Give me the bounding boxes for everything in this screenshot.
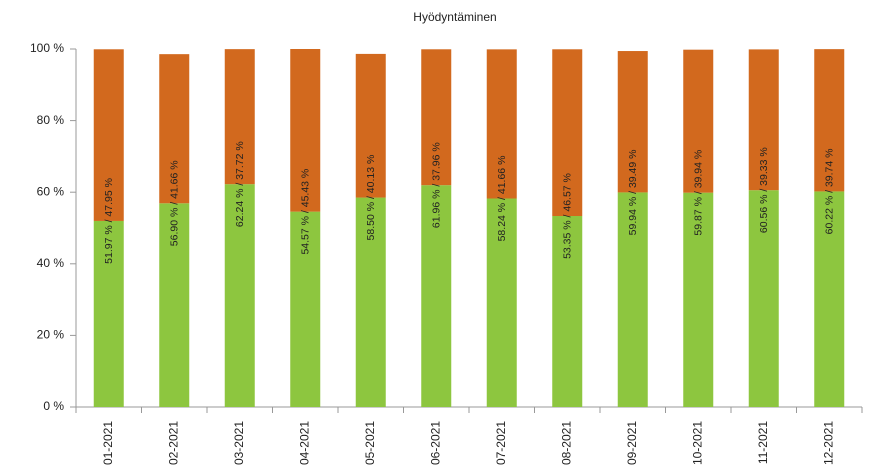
value-label-part: 39.94 %	[692, 150, 704, 189]
value-label-part: 60.22 %	[823, 196, 835, 235]
value-label-part: 60.56 %	[758, 195, 770, 234]
value-label-separator: /	[365, 193, 377, 202]
value-label-part: 47.95 %	[103, 178, 115, 217]
x-tick-label: 01-2021	[101, 421, 115, 465]
value-label: 59.94 % / 39.49 %	[627, 150, 639, 236]
bar-segment	[814, 49, 845, 192]
value-label-part: 56.90 %	[168, 208, 180, 247]
value-label-part: 40.13 %	[365, 155, 377, 194]
value-label-separator: /	[692, 188, 704, 197]
value-label-part: 39.49 %	[627, 150, 639, 189]
bar-segment	[355, 197, 386, 407]
value-label-separator: /	[561, 212, 573, 221]
bar-segment	[159, 54, 190, 204]
x-tick-label: 04-2021	[297, 421, 311, 465]
value-label-part: 59.94 %	[627, 197, 639, 236]
value-label-part: 58.24 %	[496, 203, 508, 242]
x-tick-label: 02-2021	[166, 421, 180, 465]
bar-segment	[683, 192, 714, 407]
y-tick-label: 20 %	[37, 328, 65, 342]
value-label-separator: /	[758, 186, 770, 195]
value-label-part: 54.57 %	[299, 216, 311, 255]
x-tick-label: 12-2021	[821, 421, 835, 465]
value-label-separator: /	[168, 199, 180, 208]
bar-segment	[486, 49, 517, 199]
value-label-separator: /	[234, 180, 246, 189]
value-label-separator: /	[823, 187, 835, 196]
value-label-part: 51.97 %	[103, 225, 115, 264]
value-label: 60.56 % / 39.33 %	[758, 147, 770, 233]
value-label: 60.22 % / 39.74 %	[823, 148, 835, 234]
bar-segment	[290, 49, 321, 212]
value-label-part: 61.96 %	[430, 190, 442, 229]
bar-segment	[617, 51, 648, 193]
bar-segment	[486, 198, 517, 407]
value-label: 53.35 % / 46.57 %	[561, 173, 573, 259]
value-label-separator: /	[103, 217, 115, 226]
x-tick-label: 07-2021	[494, 421, 508, 465]
value-label: 56.90 % / 41.66 %	[168, 160, 180, 246]
bar-segment	[552, 49, 583, 217]
chart-title: Hyödyntäminen	[413, 10, 496, 24]
value-label-part: 37.72 %	[234, 141, 246, 180]
value-label-part: 41.66 %	[496, 156, 508, 195]
bar-segment	[93, 49, 124, 221]
bar-segment	[290, 211, 321, 407]
value-label-separator: /	[430, 181, 442, 190]
bar-segment	[93, 220, 124, 407]
value-label-part: 58.50 %	[365, 202, 377, 241]
value-label: 58.50 % / 40.13 %	[365, 155, 377, 241]
value-label-part: 41.66 %	[168, 160, 180, 199]
x-tick-label: 03-2021	[232, 421, 246, 465]
value-label-separator: /	[496, 194, 508, 203]
bar-segment	[224, 184, 255, 407]
bar-segment	[159, 203, 190, 407]
value-label-separator: /	[627, 188, 639, 197]
bar-segment	[748, 49, 779, 191]
value-label: 62.24 % / 37.72 %	[234, 141, 246, 227]
bar-segment	[355, 53, 386, 198]
x-tick-label: 08-2021	[559, 421, 573, 465]
value-label-part: 62.24 %	[234, 189, 246, 228]
y-tick-label: 40 %	[37, 256, 65, 270]
bar-segment	[617, 192, 648, 407]
bar-segment	[552, 216, 583, 407]
x-tick-label: 05-2021	[363, 421, 377, 465]
y-tick-label: 100 %	[30, 41, 64, 55]
bar-segment	[814, 191, 845, 407]
value-label: 54.57 % / 45.43 %	[299, 169, 311, 255]
y-tick-label: 0 %	[43, 399, 64, 413]
value-label-part: 53.35 %	[561, 220, 573, 259]
value-label: 51.97 % / 47.95 %	[103, 178, 115, 264]
bar-segment	[224, 49, 255, 185]
x-tick-label: 10-2021	[690, 421, 704, 465]
value-label: 58.24 % / 41.66 %	[496, 156, 508, 242]
y-tick-label: 80 %	[37, 113, 65, 127]
bar-segment	[421, 185, 452, 407]
x-tick-label: 06-2021	[428, 421, 442, 465]
bar-segment	[421, 49, 452, 186]
value-label-part: 45.43 %	[299, 169, 311, 208]
value-label: 59.87 % / 39.94 %	[692, 150, 704, 236]
y-tick-label: 60 %	[37, 184, 65, 198]
value-label-part: 37.96 %	[430, 142, 442, 181]
value-label: 61.96 % / 37.96 %	[430, 142, 442, 228]
value-label-part: 59.87 %	[692, 197, 704, 236]
x-tick-label: 11-2021	[756, 421, 770, 464]
bar-segment	[748, 190, 779, 407]
value-label-part: 39.33 %	[758, 147, 770, 186]
bar-segment	[683, 49, 714, 193]
value-label-separator: /	[299, 207, 311, 216]
value-label-part: 39.74 %	[823, 148, 835, 187]
x-tick-label: 09-2021	[625, 421, 639, 465]
value-label-part: 46.57 %	[561, 173, 573, 212]
